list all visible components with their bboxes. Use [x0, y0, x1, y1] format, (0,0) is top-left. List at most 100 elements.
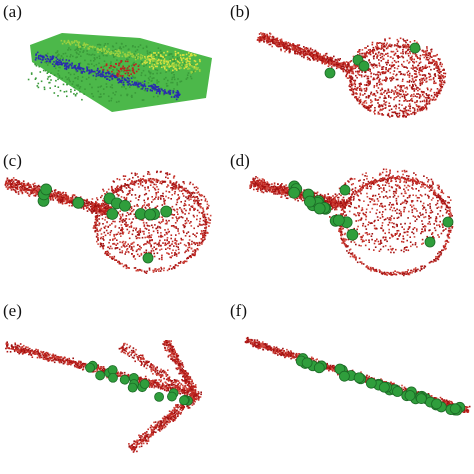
particle	[339, 66, 341, 68]
particle	[439, 77, 441, 80]
particle	[389, 105, 391, 107]
particle	[349, 61, 351, 63]
particle	[100, 73, 102, 75]
particle	[370, 72, 372, 75]
particle	[171, 72, 173, 74]
particle	[159, 90, 161, 93]
particle	[140, 88, 142, 90]
particle	[127, 54, 130, 57]
particle	[163, 51, 165, 54]
particle	[357, 86, 359, 89]
particle	[368, 52, 371, 54]
particle	[136, 173, 138, 175]
particle	[149, 62, 151, 64]
particle	[435, 54, 437, 57]
particle	[376, 66, 378, 68]
particle	[49, 193, 51, 195]
particle	[160, 59, 163, 62]
particle	[196, 232, 198, 234]
particle	[390, 66, 393, 68]
particle	[69, 43, 72, 46]
particle	[435, 98, 437, 101]
particle	[128, 218, 131, 220]
particle	[174, 226, 177, 229]
particle	[69, 42, 71, 45]
particle	[57, 53, 60, 56]
particle	[285, 45, 288, 48]
particle	[409, 72, 411, 75]
particle	[411, 75, 413, 77]
particle	[107, 43, 109, 45]
particle	[141, 88, 143, 90]
particle	[288, 47, 291, 50]
particle	[377, 48, 379, 50]
particle	[368, 81, 370, 84]
particle	[92, 209, 95, 211]
particle	[398, 112, 401, 115]
particle	[35, 77, 37, 79]
particle	[28, 186, 31, 189]
particle	[374, 95, 377, 97]
particle	[415, 79, 417, 82]
particle	[12, 182, 15, 185]
particle	[164, 234, 166, 236]
particle	[398, 100, 401, 102]
particle	[422, 106, 425, 109]
particle	[78, 87, 81, 90]
particle	[174, 58, 177, 61]
particle	[43, 56, 45, 59]
particle	[390, 77, 392, 79]
particle	[322, 57, 325, 60]
particle	[405, 66, 407, 68]
particle	[410, 95, 412, 97]
particle	[368, 107, 371, 109]
particle	[398, 103, 401, 106]
particle	[402, 90, 404, 93]
particle	[122, 81, 125, 84]
particle	[74, 49, 76, 51]
particle	[70, 65, 73, 67]
particle	[133, 184, 136, 186]
particle	[136, 49, 139, 51]
particle	[284, 50, 286, 53]
particle	[142, 175, 145, 177]
particle	[294, 52, 297, 55]
particle	[164, 89, 166, 91]
particle	[196, 218, 198, 221]
particle	[94, 204, 97, 207]
particle	[393, 97, 396, 99]
particle	[186, 257, 188, 260]
particle	[370, 63, 373, 66]
particle	[97, 238, 99, 240]
particle	[182, 57, 185, 59]
particle	[130, 64, 133, 67]
particle	[168, 242, 170, 244]
particle	[316, 58, 319, 61]
particle	[26, 183, 28, 185]
particle	[109, 239, 111, 241]
particle	[116, 59, 118, 61]
particle	[119, 75, 122, 77]
particle	[136, 86, 139, 89]
particle	[416, 93, 418, 95]
particle	[180, 58, 183, 60]
particle	[102, 74, 105, 76]
particle	[96, 48, 99, 51]
particle	[391, 64, 393, 67]
particle	[131, 194, 133, 196]
particle	[62, 53, 65, 55]
particle	[144, 60, 146, 62]
particle	[365, 74, 367, 77]
particle	[105, 50, 108, 52]
particle	[133, 241, 135, 244]
particle	[64, 202, 66, 205]
particle	[44, 69, 47, 72]
particle	[376, 42, 378, 44]
particle	[97, 203, 100, 205]
particle	[141, 236, 144, 239]
particle	[93, 207, 96, 209]
particle	[97, 72, 99, 75]
particle	[411, 78, 414, 80]
particle	[160, 245, 162, 247]
particle	[299, 49, 302, 52]
